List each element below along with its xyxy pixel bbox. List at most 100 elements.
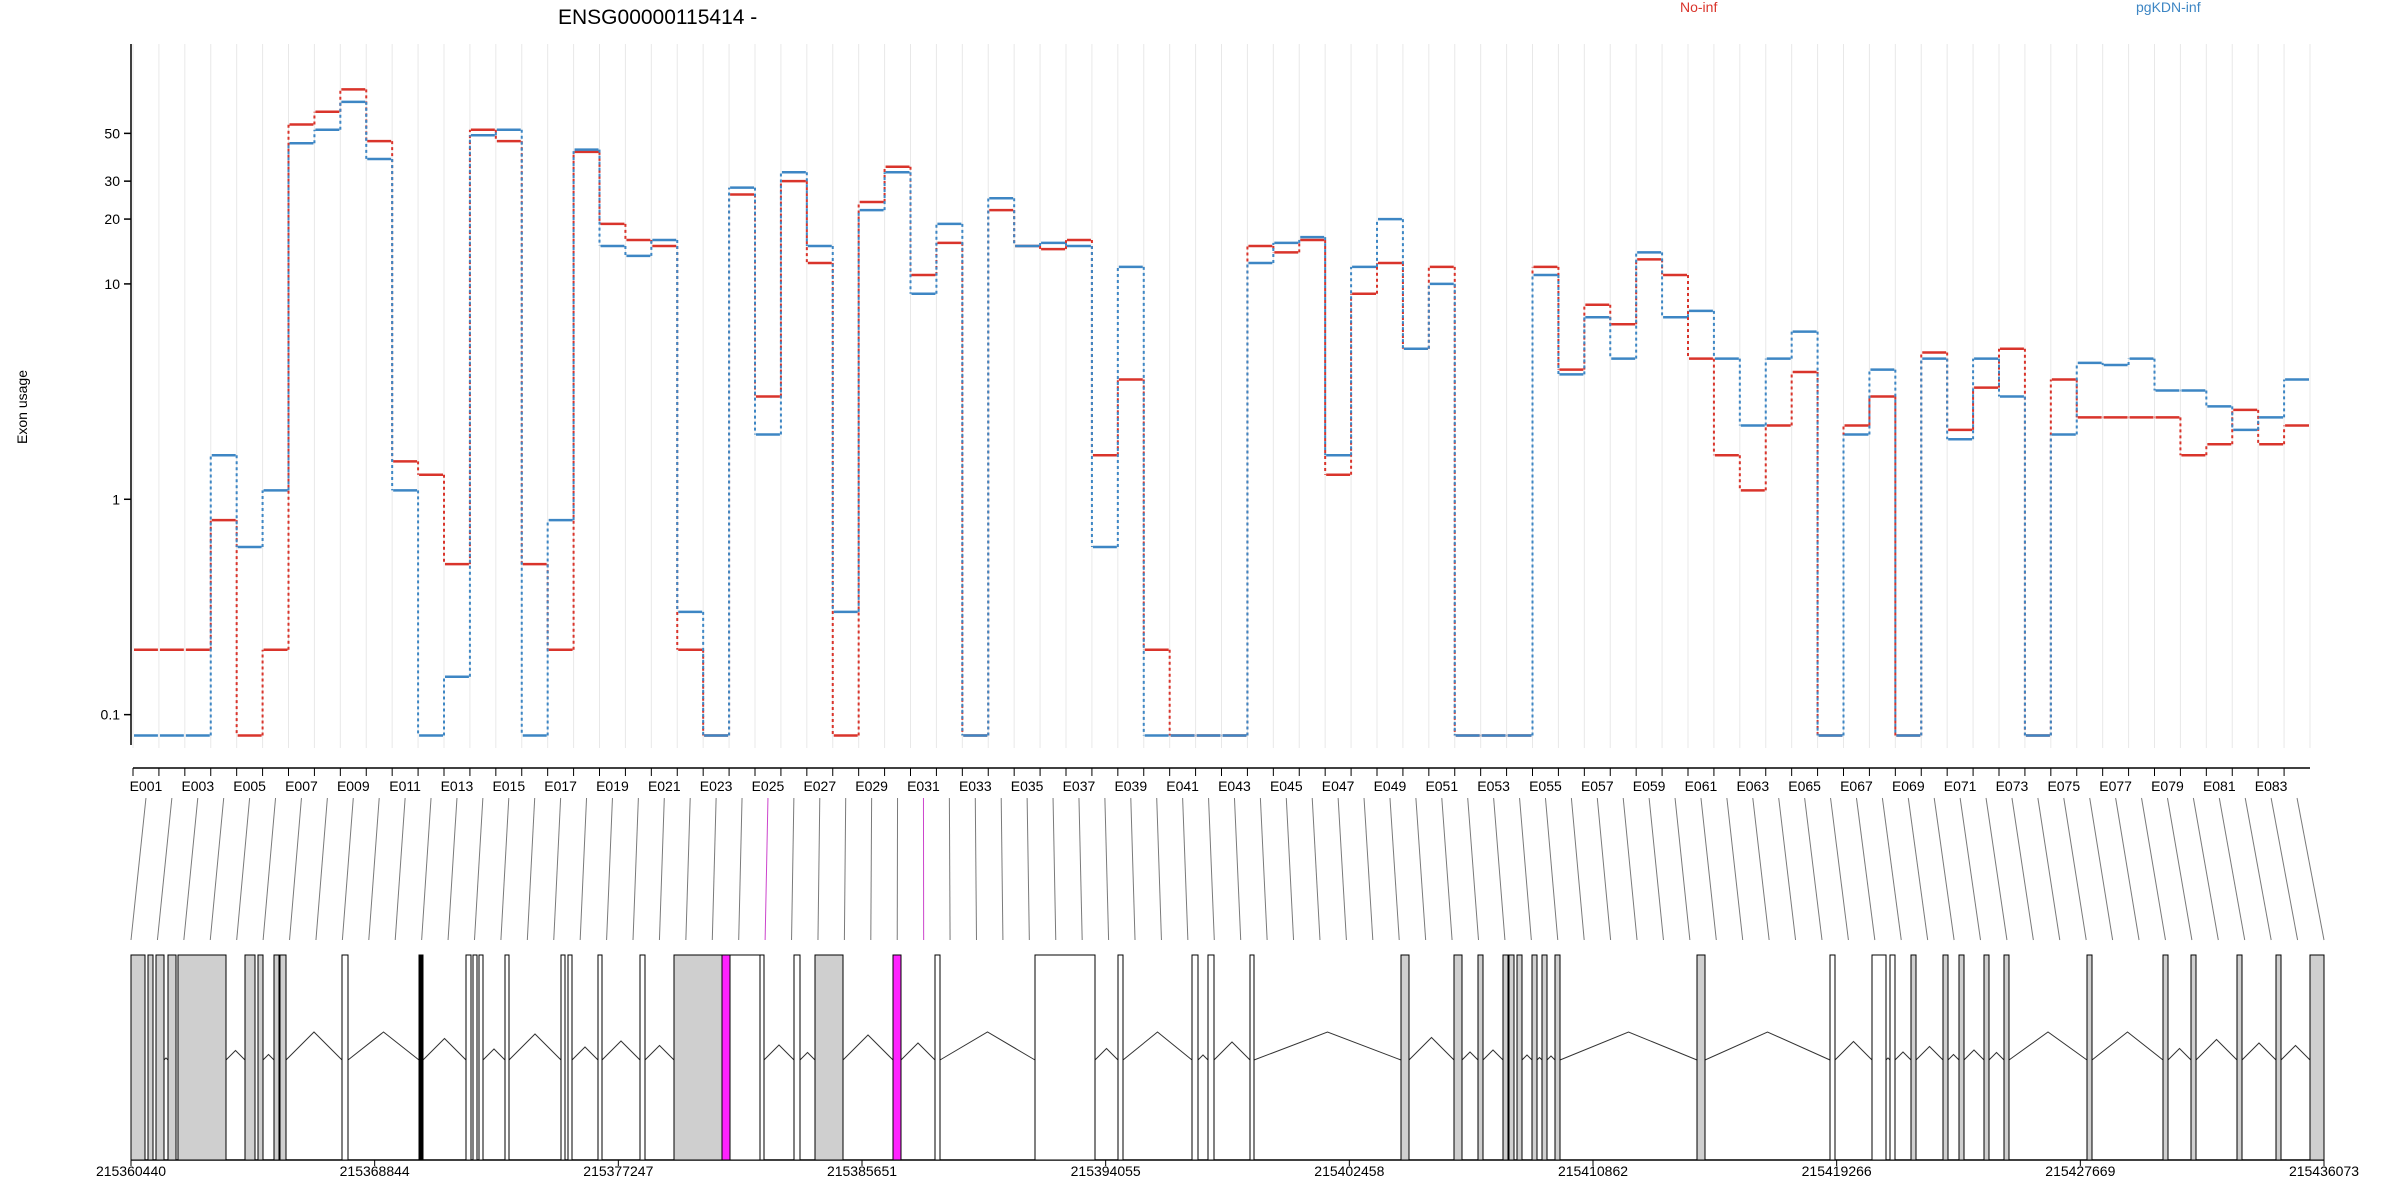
exon-connector [341, 797, 354, 941]
exon-connector [421, 797, 432, 941]
intron-line [1408, 1036, 1455, 1061]
exon-box [2236, 954, 2243, 1161]
exon-box [465, 954, 472, 1161]
x-tick-label: E081 [2203, 778, 2236, 794]
exon-connector [1700, 797, 1717, 941]
intron-line [763, 1044, 795, 1061]
intron-line [1461, 1051, 1479, 1061]
exon-connector [974, 797, 977, 941]
intron-line [347, 1031, 420, 1061]
exon-connector [632, 797, 639, 941]
x-tick-label: E015 [492, 778, 525, 794]
exon-connector [1855, 797, 1876, 941]
exon-box [147, 954, 154, 1161]
exon-box [1034, 954, 1096, 1161]
exon-box [1829, 954, 1836, 1161]
exon-connector [447, 797, 458, 941]
exon-box [567, 954, 573, 1161]
exon-box [418, 954, 424, 1161]
exon-connector [1804, 797, 1823, 941]
exon-connector [1467, 797, 1480, 941]
exon-connector [183, 797, 199, 941]
exon-box [729, 954, 761, 1161]
exon-box [721, 954, 731, 1161]
intron-line [2195, 1038, 2238, 1061]
x-tick-label: E033 [959, 778, 992, 794]
exon-connector [1208, 797, 1215, 941]
intron-line [2091, 1031, 2164, 1061]
genomic-label: 215368844 [340, 1163, 410, 1179]
exon-box [1207, 954, 1215, 1161]
exon-connector [1285, 797, 1295, 941]
exon-connector [1389, 797, 1400, 941]
exon-connector [1156, 797, 1162, 941]
exon-connector [209, 797, 225, 941]
exon-connector [1674, 797, 1691, 941]
exon-box [1502, 954, 1509, 1161]
intron-line [1482, 1049, 1504, 1061]
exon-connector [2011, 797, 2034, 941]
x-tick-label: E027 [803, 778, 836, 794]
x-tick-label: E067 [1840, 778, 1873, 794]
exon-box [2003, 954, 2010, 1161]
exon-box [793, 954, 801, 1161]
exon-connector [685, 797, 691, 941]
grid [132, 44, 2311, 748]
exon-connector [870, 797, 873, 941]
exon-box [1453, 954, 1463, 1161]
exon-connector [1311, 797, 1321, 941]
intron-line [2008, 1031, 2088, 1061]
x-tick-label: E053 [1477, 778, 1510, 794]
y-tick-label: 10 [104, 276, 120, 292]
exon-connector [606, 797, 613, 941]
intron-line [1834, 1040, 1873, 1061]
exon-connector [1985, 797, 2008, 941]
exon-box [2190, 954, 2197, 1161]
exon-box [1910, 954, 1917, 1161]
exon-connector [1104, 797, 1110, 941]
exon-connector [2089, 797, 2114, 941]
intron-line [1988, 1051, 2005, 1061]
exon-box [934, 954, 941, 1161]
exon-box [1477, 954, 1484, 1161]
x-tick-label: E055 [1529, 778, 1562, 794]
exon-connector [1959, 797, 1982, 941]
intron-line [939, 1031, 1036, 1061]
exon-connector [1000, 797, 1004, 941]
y-tick-label: 30 [104, 173, 120, 189]
exon-connector [1726, 797, 1744, 941]
exon-box [597, 954, 603, 1161]
x-tick-label: E049 [1374, 778, 1407, 794]
y-tick-label: 20 [104, 211, 120, 227]
exon-box [167, 954, 177, 1161]
exon-connector [2244, 797, 2272, 941]
exon-connector [2037, 797, 2061, 941]
x-tick-label: E071 [1944, 778, 1977, 794]
exon-box [1531, 954, 1538, 1161]
x-tick-label: E065 [1788, 778, 1821, 794]
exon-connector [130, 797, 147, 941]
exon-connector [2166, 797, 2193, 941]
exon-connector [1052, 797, 1057, 941]
exon-box [177, 954, 227, 1161]
exon-box [341, 954, 349, 1161]
exon-box [1117, 954, 1124, 1161]
exon-connector [1830, 797, 1849, 941]
axes: 0.1 1 10 20 30 50 E001 E003 E005 E007 E009 E011 E013… [101, 44, 2310, 794]
exon-connector [1493, 797, 1506, 941]
exon-box [673, 954, 727, 1161]
x-tick-label: E029 [855, 778, 888, 794]
intron-line [482, 1048, 506, 1061]
exon-connector [1752, 797, 1770, 941]
intron-line [262, 1053, 275, 1061]
exon-connector [764, 797, 769, 941]
exon-box [1983, 954, 1990, 1161]
intron-line [842, 1034, 894, 1061]
x-tick-label: E003 [181, 778, 214, 794]
intron-line [508, 1033, 562, 1061]
x-tick-label: E083 [2255, 778, 2288, 794]
x-tick-label: E061 [1685, 778, 1718, 794]
exon-connector [1881, 797, 1902, 941]
exon-connector [2218, 797, 2246, 941]
x-tick-label: E019 [596, 778, 629, 794]
